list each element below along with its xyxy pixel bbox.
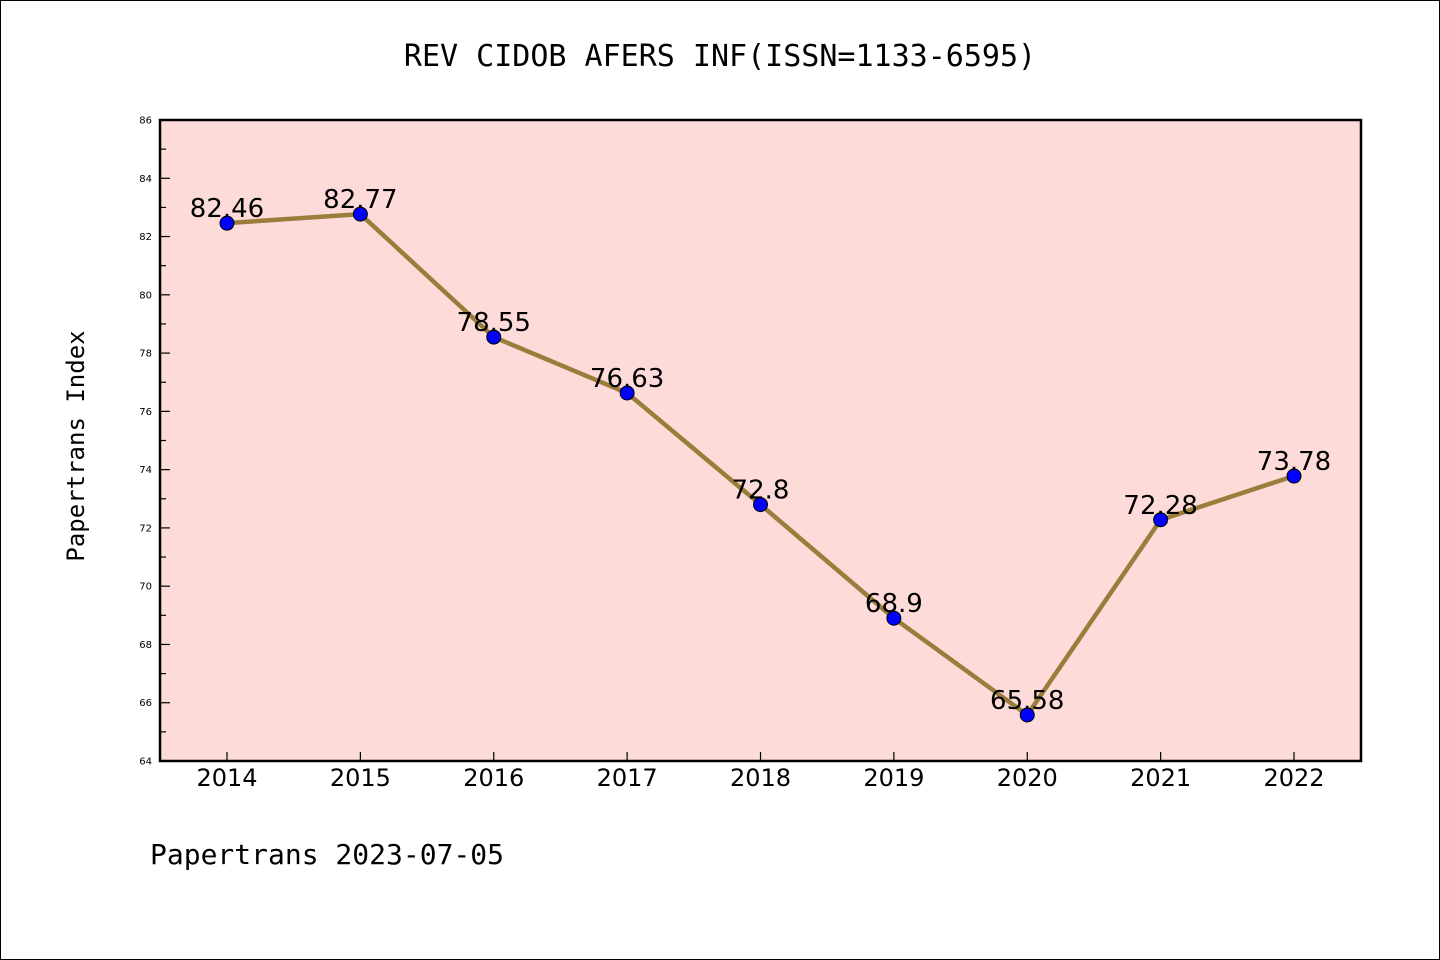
data-point [886,610,902,626]
y-tick-label: 66 [139,698,152,709]
data-markers [219,206,1302,723]
x-tick-label: 2016 [463,764,524,792]
y-tick-label: 84 [139,174,152,185]
y-tick-label: 80 [139,290,152,301]
y-tick-label: 82 [139,232,152,243]
x-tick-label: 2015 [330,764,391,792]
y-tick-label: 76 [139,407,152,418]
data-label: 82.77 [323,185,397,215]
data-point [1019,707,1035,723]
y-axis: 64 66 68 70 72 74 76 78 80 82 84 86 [139,116,170,768]
data-label: 72.28 [1123,491,1197,521]
y-tick-label: 74 [139,465,152,476]
data-label: 76.63 [590,364,664,394]
y-tick-label: 70 [139,582,152,593]
y-tick-label: 68 [139,640,152,651]
x-tick-label: 2020 [997,764,1058,792]
data-label: 68.9 [865,589,923,619]
data-point [1286,468,1302,484]
x-tick-label: 2019 [863,764,924,792]
y-tick-label: 78 [139,349,152,360]
y-tick-label: 86 [139,116,152,127]
y-axis-label: Papertrans Index [62,330,90,561]
data-point [219,215,235,231]
x-axis: 2014 2015 2016 2017 2018 2019 2020 2021 2022 [196,752,1325,792]
footer-text: Papertrans 2023-07-05 [150,838,504,871]
x-tick-label: 2018 [730,764,791,792]
chart-title: REV CIDOB AFERS INF(ISSN=1133-6595) [404,39,1036,74]
data-label: 82.46 [190,194,264,224]
x-tick-label: 2021 [1130,764,1191,792]
data-point [486,329,502,345]
data-label: 65.58 [990,686,1064,716]
data-point [1153,512,1169,528]
data-label: 78.55 [457,308,531,338]
x-tick-label: 2014 [196,764,257,792]
y-tick-label: 64 [139,757,152,768]
x-tick-label: 2017 [597,764,658,792]
data-point [753,497,768,513]
data-label: 73.78 [1257,447,1331,477]
data-point [352,206,368,222]
plot-area [158,118,1363,763]
data-labels: 82.46 82.77 78.55 76.63 72.8 68.9 65.58 72.28 73… [190,185,1331,716]
x-tick-label: 2022 [1263,764,1324,792]
y-tick-label: 72 [139,523,152,534]
data-point [619,385,635,401]
data-label: 72.8 [732,476,790,506]
